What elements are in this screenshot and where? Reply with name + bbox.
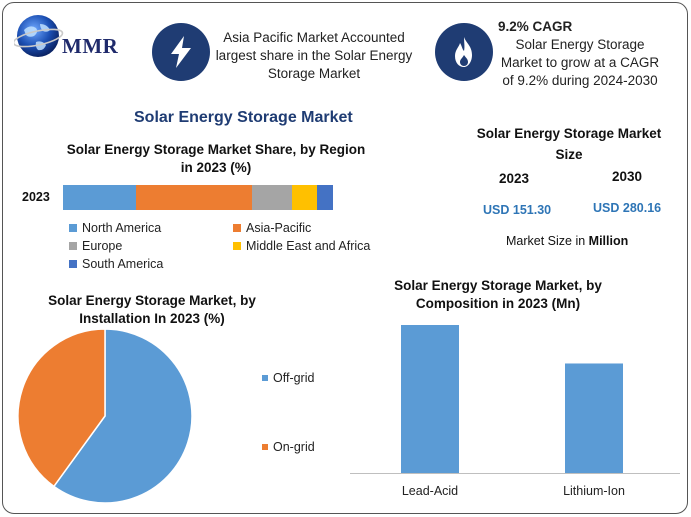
legend-item-asia-pacific: Asia-Pacific: [233, 221, 311, 235]
legend-swatch: [69, 260, 77, 268]
lightning-bolt-icon: [152, 23, 210, 81]
segment-mea: [292, 185, 317, 210]
segment-europe: [251, 185, 293, 210]
legend-swatch: [262, 375, 268, 381]
legend-swatch: [233, 242, 241, 250]
region-category-label: 2023: [22, 190, 50, 204]
installation-pie-chart: [17, 328, 193, 504]
legend-label: South America: [82, 257, 164, 271]
region-stacked-bar: [63, 185, 333, 210]
market-size-2030: USD 280.16: [593, 201, 662, 215]
legend-swatch: [262, 444, 268, 450]
legend-item-europe: Europe: [69, 239, 122, 253]
legend-label: Asia-Pacific: [246, 221, 312, 235]
legend-item-mea: Middle East and Africa: [233, 239, 370, 253]
year-2023: 2023: [499, 171, 530, 186]
x-tick-label-lead-acid: Lead-Acid: [401, 484, 459, 498]
note-line: Asia Pacific Market Accounted: [223, 30, 405, 45]
segment-south-america: [316, 185, 333, 210]
cagr-heading: 9.2% CAGR: [498, 19, 573, 34]
legend-item-south-america: South America: [69, 257, 163, 271]
x-tick-label-lithium-ion: Lithium-Ion: [563, 484, 625, 498]
legend-swatch: [69, 224, 77, 232]
cagr-note: 9.2% CAGR Solar Energy Storage Market to…: [490, 18, 670, 90]
region-chart-title: Solar Energy Storage Market Share, by Re…: [40, 141, 392, 177]
market-size-2023: USD 151.30: [483, 203, 552, 217]
segment-asia-pacific: [135, 185, 252, 210]
legend-label: North America: [82, 221, 162, 235]
market-size-title: Solar Energy Storage Market Size: [462, 123, 676, 165]
legend-item-north-america: North America: [69, 221, 161, 235]
title-line: Size: [555, 147, 583, 162]
note-line: largest share in the Solar Energy: [215, 48, 413, 63]
market-size-note: Market Size in Million: [506, 234, 628, 248]
bar-lithium-ion: [565, 363, 623, 473]
legend-swatch: [69, 242, 77, 250]
region-legend: North America Asia-Pacific Europe Middle…: [69, 221, 389, 275]
pie-slice-on-grid: [17, 328, 106, 488]
title-line: in 2023 (%): [180, 160, 252, 175]
segment-north-america: [63, 185, 136, 210]
year-2030: 2030: [612, 169, 643, 184]
composition-chart-title: Solar Energy Storage Market, by Composit…: [378, 277, 618, 313]
note-line: Storage Market: [267, 66, 361, 81]
pie-slice-off-grid: [52, 328, 193, 504]
legend-label: Middle East and Africa: [246, 239, 371, 253]
legend-label: Off-grid: [273, 371, 315, 385]
logo: MMR: [14, 12, 144, 62]
title-line: Installation In 2023 (%): [79, 311, 225, 326]
legend-item-on-grid: On-grid: [262, 440, 315, 454]
title-line: Solar Energy Storage Market Share, by Re…: [66, 142, 366, 157]
legend-swatch: [233, 224, 241, 232]
note-line: Market to grow at a CAGR: [500, 55, 660, 70]
legend-label: Europe: [82, 239, 123, 253]
bar-lead-acid: [401, 325, 459, 473]
title-line: Composition in 2023 (Mn): [415, 296, 581, 311]
note-line: Solar Energy Storage: [515, 37, 645, 52]
composition-bar-chart: [350, 325, 680, 474]
note-unit: Million: [588, 234, 629, 248]
installation-chart-title: Solar Energy Storage Market, by Installa…: [30, 292, 274, 328]
main-title: Solar Energy Storage Market: [134, 109, 353, 126]
flame-icon: [435, 23, 493, 81]
globe-icon: [14, 15, 64, 57]
logo-text: MMR: [62, 34, 119, 58]
title-line: Solar Energy Storage Market, by: [48, 293, 256, 308]
legend-label: On-grid: [273, 440, 315, 454]
legend-item-off-grid: Off-grid: [262, 371, 314, 385]
title-line: Solar Energy Storage Market, by: [394, 278, 602, 293]
note-prefix: Market Size in: [506, 234, 589, 248]
note-line: of 9.2% during 2024-2030: [502, 73, 658, 88]
title-line: Solar Energy Storage Market: [476, 126, 662, 141]
asia-pacific-note: Asia Pacific Market Accounted largest sh…: [210, 29, 418, 83]
